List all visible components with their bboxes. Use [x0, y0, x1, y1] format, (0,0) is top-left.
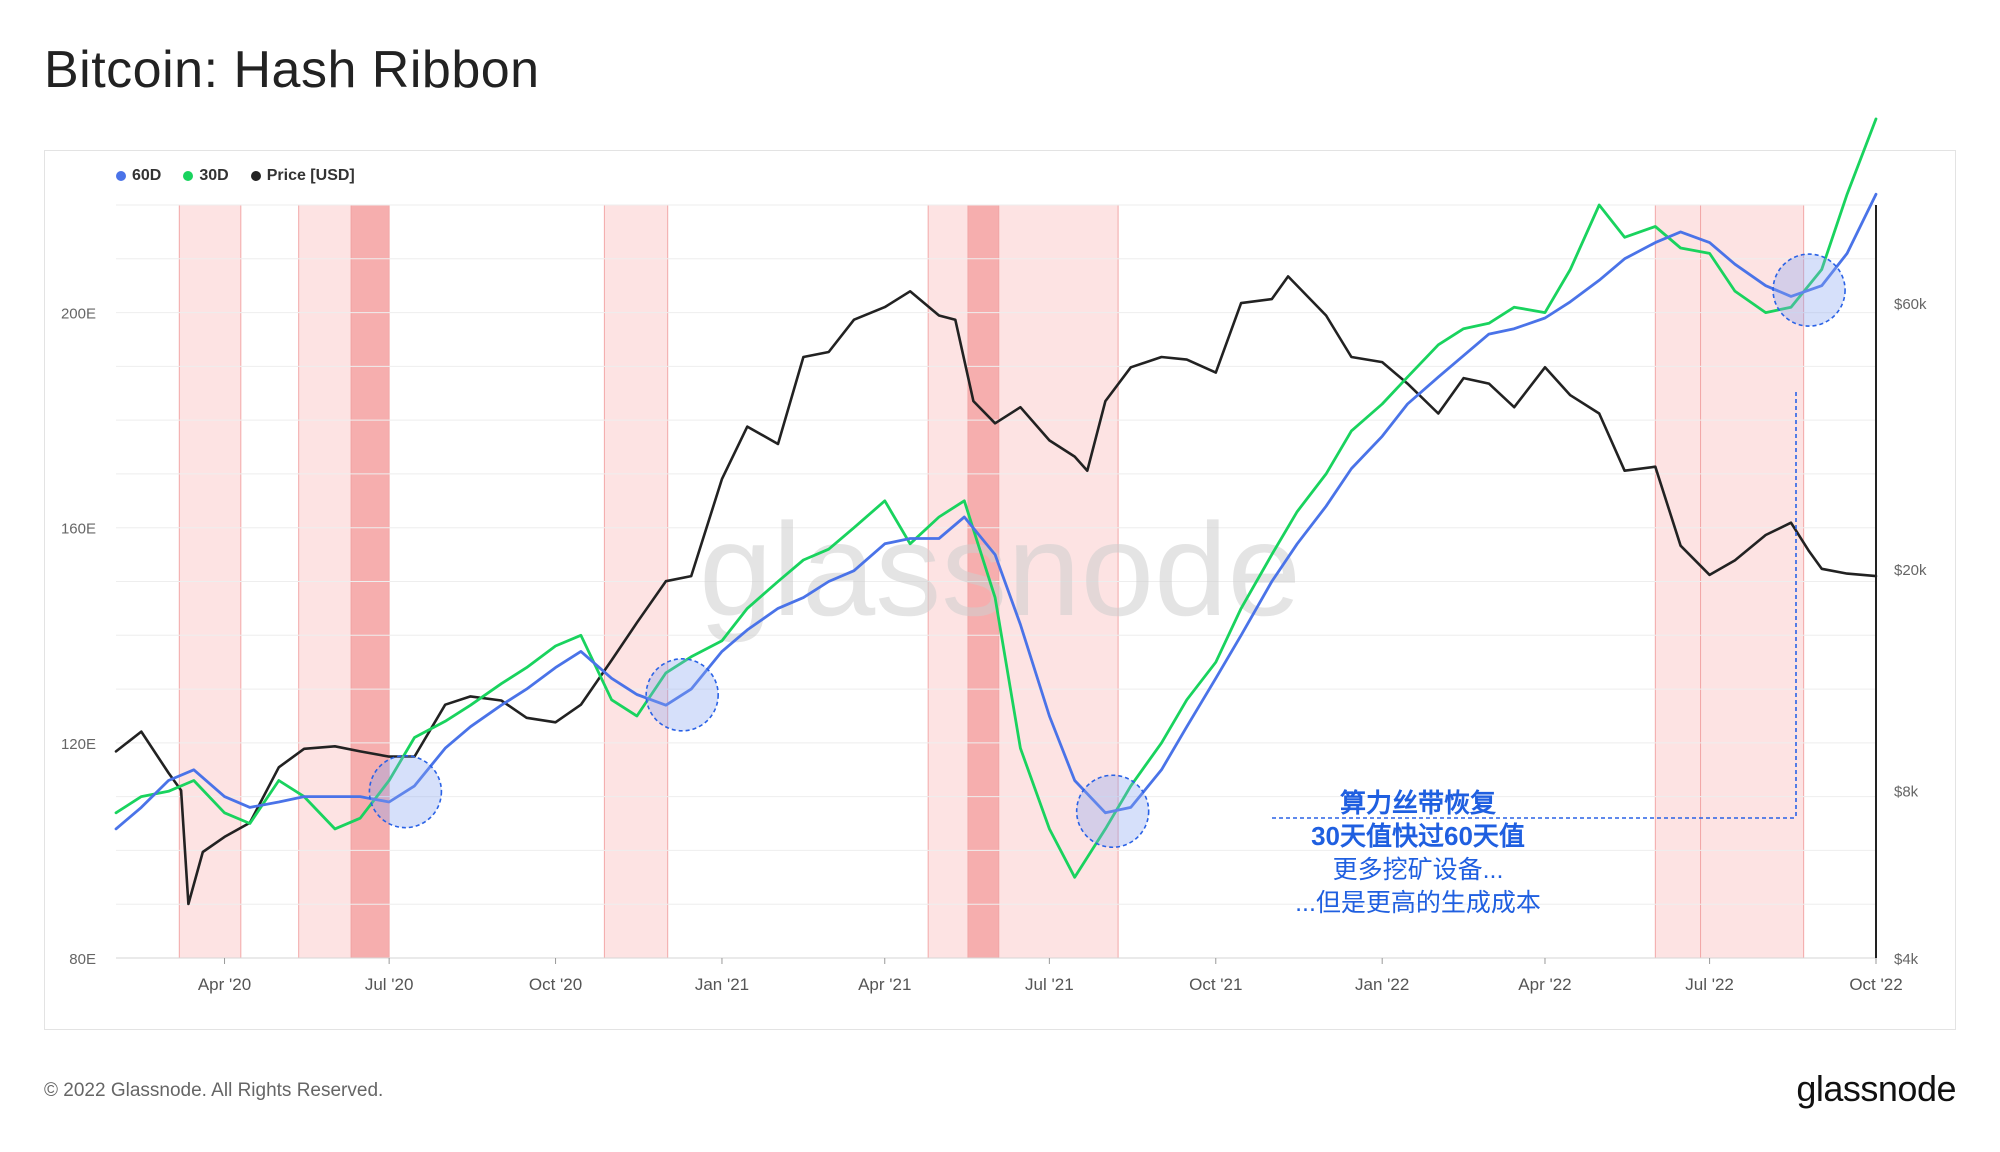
axes: Apr '20 Jul '20 Oct '20 Jan '21 Apr '21 Jul '… — [61, 205, 1927, 994]
x-tick-label: Jul '20 — [365, 975, 414, 994]
y-left-tick-label: 120E — [61, 736, 96, 753]
y-left-tick-label: 160E — [61, 521, 96, 538]
x-tick-label: Oct '20 — [529, 975, 582, 994]
crossover-highlight-circle — [645, 658, 719, 732]
y-right-tick-label: $8k — [1894, 783, 1919, 800]
x-tick-label: Apr '20 — [198, 975, 251, 994]
series-30d-line — [114, 117, 1878, 879]
highlight-circles — [368, 253, 1846, 849]
legend-label-60d: 60D — [132, 167, 162, 184]
legend-dot-60d — [116, 171, 126, 181]
crossover-highlight-circle — [1075, 774, 1150, 849]
crossover-highlight-circle — [1772, 253, 1846, 327]
series-60d-line — [114, 192, 1878, 831]
legend-label-price: Price [USD] — [266, 167, 355, 184]
y-right-tick-label: $20k — [1894, 562, 1927, 579]
legend-dot-price — [250, 171, 261, 181]
crossover-highlight-circle — [368, 754, 443, 829]
annotation-line2: 30天值快过60天值 — [1311, 821, 1525, 851]
legend: 60D 30D Price [USD] — [116, 167, 355, 185]
chart-frame — [44, 150, 1956, 1030]
copyright-text: © 2022 Glassnode. All Rights Reserved. — [44, 1080, 384, 1101]
x-tick-label: Jan '21 — [695, 975, 749, 994]
x-tick-label: Oct '22 — [1849, 975, 1902, 994]
legend-item-price[interactable]: Price [USD] — [250, 167, 355, 185]
annotation-line3: 更多挖矿设备... — [1333, 856, 1504, 884]
legend-item-60d[interactable]: 60D — [116, 167, 161, 185]
x-tick-label: Jan '22 — [1355, 975, 1409, 994]
legend-label-30d: 30D — [199, 167, 229, 184]
x-tick-label: Oct '21 — [1189, 975, 1242, 994]
page-title: Bitcoin: Hash Ribbon — [44, 41, 540, 99]
annotation-line1: 算力丝带恢复 — [1340, 788, 1497, 818]
y-left-tick-label: 200E — [61, 306, 96, 323]
legend-item-30d[interactable]: 30D — [183, 167, 229, 185]
y-right-tick-label: $60k — [1894, 296, 1927, 313]
glassnode-logo[interactable]: glassnode — [1796, 1068, 1956, 1109]
x-tick-label: Apr '21 — [858, 975, 911, 994]
x-tick-label: Jul '22 — [1685, 975, 1734, 994]
y-left-tick-label: 80E — [69, 951, 96, 968]
x-tick-label: Jul '21 — [1025, 975, 1074, 994]
y-right-tick-label: $4k — [1894, 951, 1919, 968]
x-tick-label: Apr '22 — [1518, 975, 1571, 994]
series-price-line — [114, 275, 1878, 906]
annotation: 算力丝带恢复 30天值快过60天值 更多挖矿设备... ...但是更高的生成成本 — [1272, 392, 1797, 917]
series-lines — [114, 117, 1878, 906]
legend-dot-30d — [183, 171, 194, 181]
annotation-line4: ...但是更高的生成成本 — [1295, 889, 1541, 917]
